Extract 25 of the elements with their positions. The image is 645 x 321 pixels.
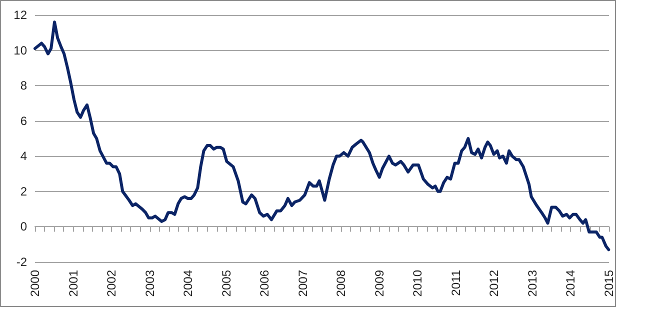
x-tick-label: 2012 <box>487 270 502 297</box>
y-tick-label: 12 <box>14 8 28 22</box>
x-tick-label: 2002 <box>104 270 119 297</box>
x-tick-label: 2000 <box>28 270 42 297</box>
x-tick-label: 2004 <box>181 270 196 297</box>
x-tick-label: 2008 <box>334 270 348 297</box>
x-tick-label: 2003 <box>142 270 157 297</box>
y-tick-label: 6 <box>20 114 28 128</box>
x-tick-label: 2009 <box>372 270 386 297</box>
x-tick-label: 2011 <box>448 270 463 296</box>
x-tick-label: 2006 <box>258 270 272 297</box>
x-tick-label: 2001 <box>66 270 80 297</box>
y-tick-label: 2 <box>20 184 28 198</box>
x-tick-label: 2005 <box>219 270 234 297</box>
y-tick-label: 10 <box>14 43 28 58</box>
y-tick-label: 0 <box>20 220 28 234</box>
x-tick-label: 2014 <box>564 270 578 297</box>
x-tick-label: 2007 <box>296 270 310 297</box>
y-tick-label: -2 <box>16 255 28 269</box>
y-tick-label: 4 <box>20 149 28 164</box>
x-tick-label: 2015 <box>602 270 616 297</box>
x-tick-label: 2010 <box>410 270 425 297</box>
x-tick-label: 2013 <box>525 270 540 297</box>
y-tick-label: 8 <box>20 78 28 93</box>
line-series <box>34 20 610 252</box>
